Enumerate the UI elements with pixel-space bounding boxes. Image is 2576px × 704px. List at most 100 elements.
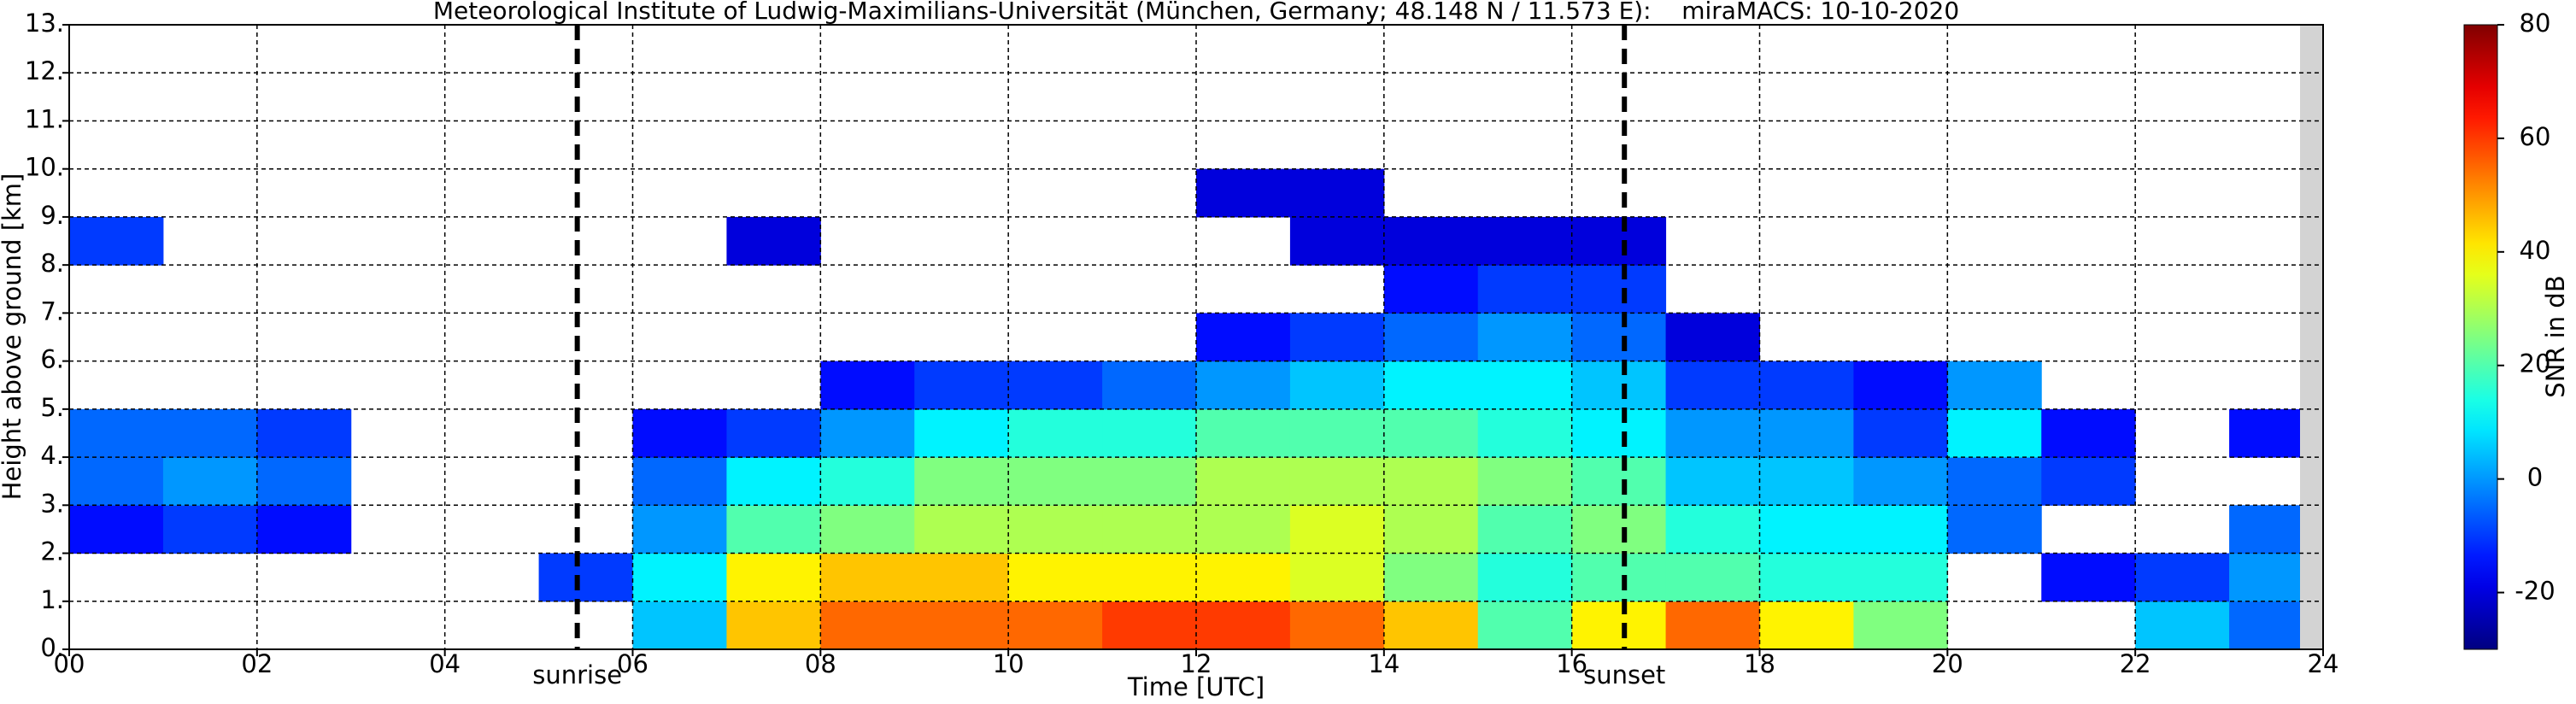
heatmap-cell (632, 457, 727, 506)
heatmap-cell (1102, 457, 1197, 506)
heatmap-cell (1853, 601, 1948, 650)
heatmap-cell (1102, 601, 1197, 650)
heatmap-cell (1759, 457, 1854, 506)
heatmap-cell (1196, 457, 1291, 506)
heatmap-cell (1289, 505, 1385, 554)
heatmap-cell (1665, 601, 1760, 650)
heatmap-cell (1289, 601, 1385, 650)
heatmap-cell (1477, 553, 1573, 602)
heatmap-cell (1008, 505, 1103, 554)
heatmap-cell (1759, 361, 1854, 410)
event-label: sunrise (532, 660, 622, 689)
y-tick-label: 4. (40, 441, 64, 470)
heatmap-cell (820, 505, 915, 554)
heatmap-cell (1102, 408, 1197, 458)
heatmap-cell (1102, 361, 1197, 410)
y-tick-label: 6. (40, 345, 64, 374)
colorbar-tick-label: 20 (2520, 349, 2551, 378)
heatmap-cell (1571, 408, 1667, 458)
x-tick-label: 22 (2120, 649, 2151, 678)
heatmap-cell (2135, 553, 2230, 602)
heatmap-cell (1289, 457, 1385, 506)
y-tick-label: 10. (25, 153, 64, 182)
heatmap-cell (1947, 361, 2042, 410)
heatmap-cell (1853, 361, 1948, 410)
y-tick-label: 3. (40, 489, 64, 518)
heatmap-cell (1571, 553, 1667, 602)
heatmap-cell (820, 553, 915, 602)
heatmap-cell (1853, 505, 1948, 554)
heatmap-cell (1383, 408, 1479, 458)
heatmap-cell (1477, 313, 1573, 362)
heatmap-cell (820, 361, 915, 410)
heatmap-cell (1008, 457, 1103, 506)
heatmap-cell (1571, 601, 1667, 650)
colorbar-label: SNR in dB (2541, 275, 2570, 397)
heatmap-cell (1571, 505, 1667, 554)
heatmap-cell (914, 361, 1009, 410)
colorbar-tick-label: 80 (2520, 9, 2551, 38)
x-tick-label: 18 (1744, 649, 1775, 678)
heatmap-cell (632, 553, 727, 602)
heatmap-cell (1853, 553, 1948, 602)
heatmap-cell (162, 505, 258, 554)
heatmap-cell (726, 408, 821, 458)
heatmap-cell (726, 601, 821, 650)
heatmap-cell (1477, 505, 1573, 554)
colorbar-tick-label: 40 (2520, 236, 2551, 265)
heatmap-cell (1665, 361, 1760, 410)
heatmap-cell (1383, 601, 1479, 650)
heatmap-cell (1289, 216, 1385, 266)
heatmap-cell (914, 553, 1009, 602)
heatmap-cell (1289, 408, 1385, 458)
heatmap-cell (914, 505, 1009, 554)
y-tick-label: 1. (40, 585, 64, 614)
heatmap-cell (1947, 505, 2042, 554)
plot-frame (68, 24, 2324, 650)
heatmap-cell (1196, 408, 1291, 458)
heatmap-cell (1571, 313, 1667, 362)
colorbar-tick-label: -20 (2514, 577, 2555, 606)
heatmap-cell (632, 505, 727, 554)
heatmap-cell (1571, 216, 1667, 266)
heatmap-cell (914, 408, 1009, 458)
x-tick-label: 10 (993, 649, 1024, 678)
colorbar (2463, 24, 2498, 650)
heatmap-cell (1196, 553, 1291, 602)
x-tick-label: 20 (1932, 649, 1963, 678)
overlay (574, 25, 1628, 649)
heatmap-cell (726, 216, 821, 266)
heatmap-cell (1665, 553, 1760, 602)
heatmap-cell (1947, 457, 2042, 506)
heatmap-cell (2041, 408, 2136, 458)
heatmap-cell (1383, 361, 1479, 410)
y-tick-label: 11. (25, 104, 64, 133)
heatmap-cell (1571, 457, 1667, 506)
heatmap-cell (1477, 408, 1573, 458)
heatmap-cell (1665, 457, 1760, 506)
x-tick-label: 24 (2308, 649, 2339, 678)
heatmap-cell (2135, 601, 2230, 650)
heatmap-cell (1008, 361, 1103, 410)
y-tick-label: 13. (25, 9, 64, 38)
heatmap-cell (1571, 361, 1667, 410)
colorbar-tick-label: 0 (2527, 463, 2543, 492)
y-tick-label: 0. (40, 633, 64, 662)
no-data-region (2300, 25, 2323, 649)
heatmap-cell (914, 601, 1009, 650)
heatmap-cell (1289, 553, 1385, 602)
event-label: sunset (1583, 660, 1665, 689)
x-tick-label: 08 (805, 649, 836, 678)
chart-title: Meteorological Institute of Ludwig-Maxim… (433, 0, 1959, 25)
heatmap-cell (1665, 505, 1760, 554)
heatmap-cell (1196, 313, 1291, 362)
heatmap-cell (1853, 457, 1948, 506)
heatmap-cell (1759, 601, 1854, 650)
heatmap-cell (914, 457, 1009, 506)
heatmap-cell (69, 505, 164, 554)
heatmap-cell (1008, 553, 1103, 602)
heatmap-cell (1008, 601, 1103, 650)
heatmap-cell (1008, 408, 1103, 458)
heatmap-cell (1665, 313, 1760, 362)
